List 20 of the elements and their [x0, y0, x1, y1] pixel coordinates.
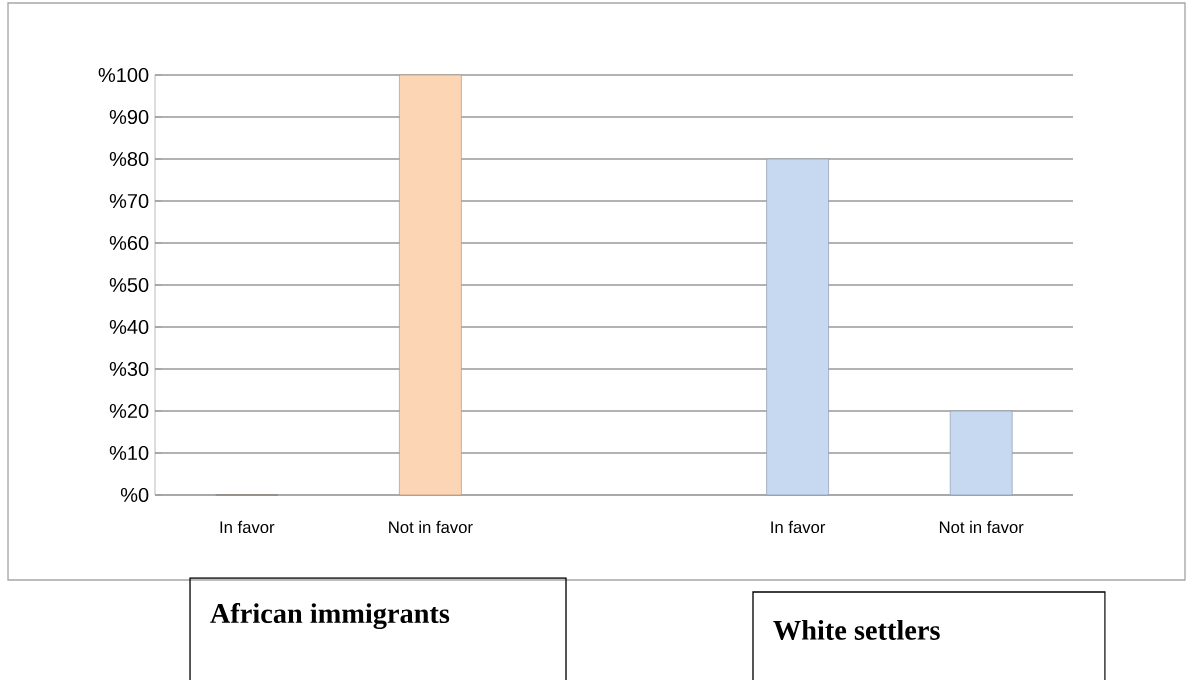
bar [949, 410, 1013, 496]
x-tick-label: In favor [771, 521, 826, 534]
y-tick-label: %0 [120, 488, 149, 503]
y-tick-label: %90 [109, 110, 149, 125]
y-tick-label: %70 [109, 194, 149, 209]
y-tick-label: %80 [109, 152, 149, 167]
y-tick-label: %60 [109, 236, 149, 251]
y-tick-label: %10 [109, 446, 149, 461]
bar [399, 74, 462, 496]
y-tick-label: %40 [109, 320, 149, 335]
y-tick-label: %30 [109, 362, 149, 377]
x-tick-label: Not in favor [389, 521, 473, 534]
y-tick-label: %50 [109, 278, 149, 293]
y-tick-label: %20 [109, 404, 149, 419]
x-tick-label: Not in favor [939, 521, 1024, 534]
y-tick-label: %100 [98, 68, 149, 83]
x-tick-label: In favor [220, 521, 275, 534]
bar [766, 158, 829, 496]
text: White settlers [773, 620, 940, 641]
text: African immigrants [210, 603, 450, 630]
